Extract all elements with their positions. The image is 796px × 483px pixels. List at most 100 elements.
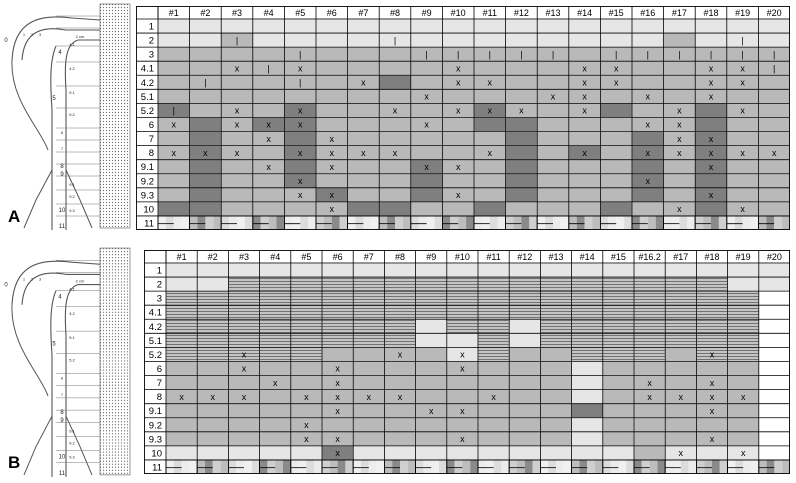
table-cell: [758, 201, 790, 217]
table-cell: [473, 117, 506, 132]
cell-branch-segment: [571, 459, 604, 474]
row-label: 9.1: [149, 406, 162, 417]
column-header: #2: [208, 252, 218, 262]
table-cell: [259, 304, 292, 320]
segment-label: 4: [58, 295, 62, 301]
cell-mark-x: x: [740, 148, 745, 158]
table-cell: [758, 117, 790, 132]
cell-mark-x: x: [614, 78, 619, 88]
column-header: #18: [704, 252, 719, 262]
table-cell: [694, 117, 728, 132]
table-cell: [410, 187, 443, 203]
column-header: #3: [239, 252, 249, 262]
cell-branch-segment: [664, 459, 697, 474]
table-cell: [664, 318, 697, 334]
segment-label: 11: [59, 224, 66, 230]
cell-branch-segment: [633, 459, 666, 474]
table-cell: [536, 159, 570, 175]
cell-mark-x: x: [298, 176, 303, 186]
ruler-column: [99, 247, 131, 476]
table-cell: [727, 431, 760, 447]
column-header: #7: [364, 252, 374, 262]
table-cell: [602, 375, 635, 390]
column-header: #11: [483, 8, 497, 18]
table-cell: [378, 117, 412, 132]
cell-mark-bar: |: [299, 78, 301, 88]
panel-label: B: [8, 453, 21, 472]
table-cell: [600, 103, 633, 118]
panel-b: 0 1 2 3 4 4.1 4.2 5 5.1 5.2 6 7 8 9 9.1 9.2 9.3 10 11 2 cm …: [0, 244, 796, 483]
table-cell: [571, 375, 604, 390]
table-cell: [252, 187, 285, 203]
table-cell: [189, 173, 222, 189]
cell-mark-x: x: [772, 148, 777, 158]
table-cell: [220, 173, 254, 189]
cell-branch-segment: [252, 215, 285, 230]
table-cell: [252, 145, 285, 160]
cell-mark-x: x: [582, 148, 587, 158]
table-cell: [315, 32, 348, 48]
table-cell: [631, 18, 664, 34]
table-cell: [536, 201, 570, 217]
column-header: #8: [395, 252, 405, 262]
cell-mark-x: x: [582, 106, 587, 116]
table-cell: [259, 262, 292, 278]
table-cell: [663, 89, 696, 104]
cell-branch-segment: [727, 459, 760, 474]
table-cell: [165, 403, 198, 419]
segment-label: 5.1: [69, 90, 75, 95]
table-cell: [384, 290, 416, 306]
iliac-branches: [11, 304, 93, 476]
table-cell: [384, 445, 416, 461]
row-label: 4.1: [141, 64, 154, 75]
table-cell: [568, 173, 601, 189]
cell-mark-bar: |: [457, 49, 459, 59]
table-cell: [442, 201, 475, 217]
table-cell: [196, 304, 229, 320]
table-cell: [228, 262, 260, 278]
table-cell: [220, 89, 254, 104]
cell-mark-x: x: [456, 162, 461, 172]
cell-mark-x: x: [709, 134, 714, 144]
column-header: #19: [735, 8, 750, 18]
table-cell: [633, 347, 666, 362]
table-cell: [477, 445, 510, 461]
table-cell: [568, 32, 601, 48]
column-header: #3: [232, 8, 242, 18]
table-cell: [473, 89, 506, 104]
table-cell: [663, 159, 696, 175]
row-label: 5.1: [149, 336, 162, 347]
table-cell: [633, 333, 666, 348]
cell-branch-segment: [196, 459, 229, 474]
table-cell: [165, 361, 198, 376]
table-cell: [633, 290, 666, 306]
table-cell: [259, 318, 292, 334]
table-cell: [758, 445, 790, 461]
table-cell: [446, 417, 479, 433]
table-cell: [315, 117, 348, 132]
segment-label: 0: [4, 283, 8, 289]
column-header: #10: [451, 8, 466, 18]
table-cell: [196, 290, 229, 306]
column-header: #14: [580, 252, 595, 262]
table-cell: [508, 290, 541, 306]
cell-mark-x: x: [298, 120, 303, 130]
table-cell: [540, 389, 572, 404]
table-cell: [252, 32, 285, 48]
table-cell: [442, 145, 475, 160]
segment-label: 9.2: [69, 440, 75, 445]
cell-mark-bar: |: [647, 49, 649, 59]
table-cell: [259, 276, 292, 292]
row-label: 4.2: [141, 78, 154, 89]
table-cell: [727, 290, 760, 306]
table-cell: [505, 117, 538, 132]
row-label: 2: [149, 36, 154, 47]
cell-mark-x: x: [361, 148, 366, 158]
table-cell: [473, 60, 506, 76]
table-cell: [410, 173, 443, 189]
table-cell: [540, 304, 572, 320]
table-cell: [758, 333, 790, 348]
table-cell: [664, 304, 697, 320]
cell-mark-x: x: [460, 350, 465, 360]
table-cell: [536, 32, 570, 48]
